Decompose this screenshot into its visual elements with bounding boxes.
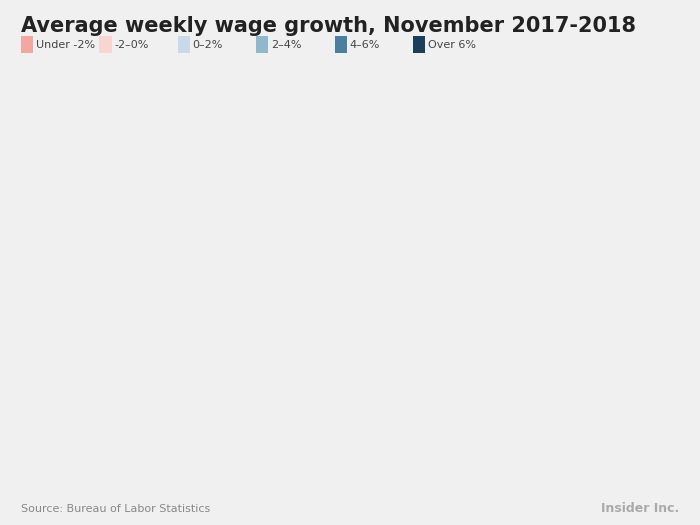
- Text: Over 6%: Over 6%: [428, 39, 476, 50]
- Text: -2–0%: -2–0%: [114, 39, 148, 50]
- Text: 0–2%: 0–2%: [193, 39, 223, 50]
- Text: Under -2%: Under -2%: [36, 39, 94, 50]
- FancyBboxPatch shape: [21, 36, 34, 53]
- FancyBboxPatch shape: [335, 36, 347, 53]
- FancyBboxPatch shape: [256, 36, 269, 53]
- Text: Insider Inc.: Insider Inc.: [601, 501, 679, 514]
- FancyBboxPatch shape: [99, 36, 112, 53]
- Text: Source: Bureau of Labor Statistics: Source: Bureau of Labor Statistics: [21, 505, 210, 514]
- Text: 4–6%: 4–6%: [349, 39, 379, 50]
- FancyBboxPatch shape: [413, 36, 426, 53]
- FancyBboxPatch shape: [178, 36, 190, 53]
- Text: 2–4%: 2–4%: [271, 39, 302, 50]
- Text: Average weekly wage growth, November 2017-2018: Average weekly wage growth, November 201…: [21, 16, 636, 36]
